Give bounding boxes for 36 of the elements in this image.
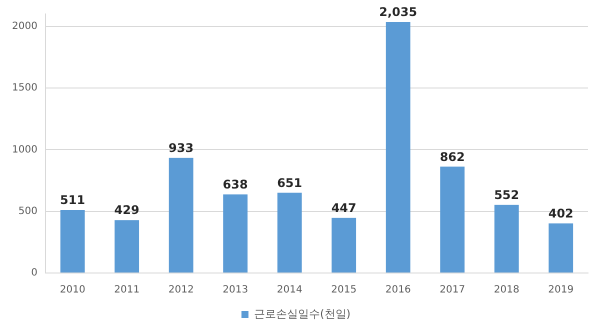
bar — [494, 204, 519, 272]
bar — [386, 22, 410, 272]
data-label: 402 — [548, 206, 574, 221]
legend-label: 근로손실일수(천일) — [254, 307, 351, 320]
data-label: 429 — [114, 203, 140, 218]
x-tick-label: 2016 — [385, 284, 411, 296]
bar — [277, 192, 302, 272]
bar — [223, 194, 248, 272]
x-tick-label: 2018 — [494, 284, 520, 296]
data-label: 933 — [168, 141, 194, 156]
data-label: 862 — [440, 150, 465, 164]
y-tick-label: 2000 — [12, 20, 38, 32]
x-tick-label: 2012 — [168, 284, 194, 296]
bar — [548, 223, 574, 272]
x-tick-label: 2017 — [440, 284, 466, 296]
y-tick-label: 500 — [18, 206, 38, 217]
bar — [440, 166, 465, 272]
data-label: 638 — [222, 177, 248, 192]
y-tick-label: 1500 — [12, 82, 38, 94]
data-label: 651 — [277, 176, 302, 190]
y-tick-label: 0 — [31, 268, 38, 279]
bar — [60, 210, 85, 272]
data-label: 2,035 — [379, 5, 418, 20]
x-tick-label: 2011 — [114, 284, 140, 296]
bar — [114, 220, 140, 272]
data-label: 447 — [331, 200, 356, 215]
x-tick-label: 2010 — [60, 284, 86, 296]
y-tick-label: 1000 — [12, 144, 38, 156]
data-label: 552 — [494, 188, 520, 202]
bar — [168, 158, 194, 272]
x-tick-label: 2013 — [222, 284, 248, 296]
data-label: 511 — [60, 193, 86, 208]
x-tick-label: 2015 — [331, 284, 357, 296]
x-tick-label: 2019 — [548, 284, 574, 296]
x-tick-label: 2014 — [276, 284, 302, 296]
bar — [332, 218, 356, 272]
